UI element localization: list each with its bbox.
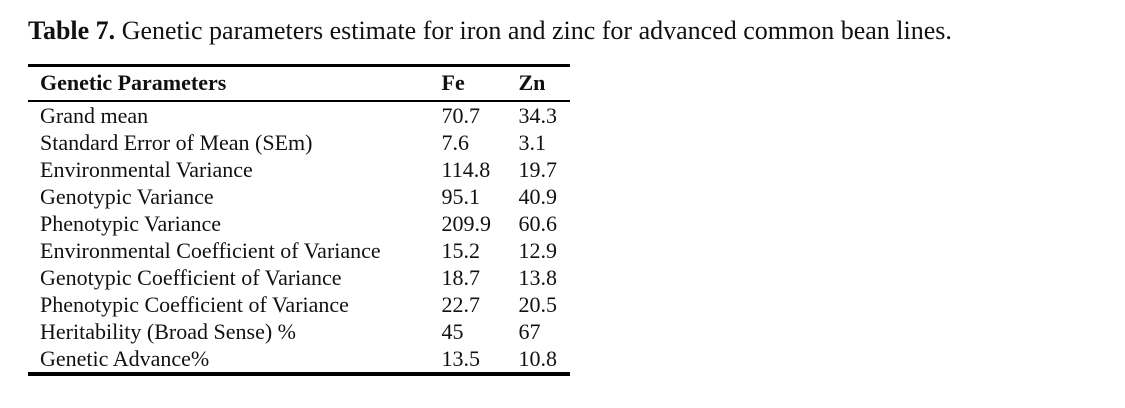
col-header-fe: Fe: [441, 70, 465, 95]
table-row: Phenotypic Coefficient of Variance 22.7 …: [28, 291, 570, 318]
cell-fe: 22.7: [441, 292, 481, 317]
table-header: Genetic Parameters Fe Zn: [28, 66, 570, 101]
table-caption: Table 7. Genetic parameters estimate for…: [28, 14, 1108, 48]
table-row: Genotypic Coefficient of Variance 18.7 1…: [28, 264, 570, 291]
table-body: Grand mean 70.7 34.3 Standard Error of M…: [28, 101, 570, 374]
table-row: Phenotypic Variance 209.9 60.6: [28, 210, 570, 237]
cell-fe: 114.8: [441, 157, 491, 182]
cell-zn: 3.1: [518, 130, 546, 155]
cell-parameter: Genetic Advance%: [40, 346, 210, 371]
genetic-parameters-table: Genetic Parameters Fe Zn Grand mean 70.7…: [28, 64, 570, 376]
cell-zn: 34.3: [518, 103, 557, 128]
cell-fe: 7.6: [441, 130, 470, 155]
cell-zn: 40.9: [518, 184, 557, 209]
cell-parameter: Heritability (Broad Sense) %: [40, 319, 296, 344]
col-header-parameter: Genetic Parameters: [40, 70, 227, 95]
cell-zn: 60.6: [518, 211, 557, 236]
header-row: Genetic Parameters Fe Zn: [28, 66, 570, 101]
cell-parameter: Phenotypic Variance: [40, 211, 222, 236]
cell-zn: 20.5: [518, 292, 557, 317]
cell-parameter: Standard Error of Mean (SEm): [40, 130, 313, 155]
cell-zn: 12.9: [518, 238, 557, 263]
cell-zn: 13.8: [518, 265, 557, 290]
cell-fe: 18.7: [441, 265, 481, 290]
table-caption-text: Genetic parameters estimate for iron and…: [121, 16, 952, 45]
table-row: Standard Error of Mean (SEm) 7.6 3.1: [28, 129, 570, 156]
table-row: Environmental Variance 114.8 19.7: [28, 156, 570, 183]
cell-fe: 15.2: [441, 238, 481, 263]
table-caption-label: Table 7.: [28, 16, 116, 45]
table-row: Heritability (Broad Sense) % 45 67: [28, 318, 570, 345]
cell-parameter: Phenotypic Coefficient of Variance: [40, 292, 349, 317]
cell-parameter: Environmental Coefficient of Variance: [40, 238, 381, 263]
table-row: Grand mean 70.7 34.3: [28, 101, 570, 129]
cell-parameter: Environmental Variance: [40, 157, 253, 182]
cell-fe: 45: [441, 319, 464, 344]
cell-zn: 19.7: [518, 157, 557, 182]
cell-parameter: Genotypic Coefficient of Variance: [40, 265, 342, 290]
cell-parameter: Grand mean: [40, 103, 149, 128]
cell-fe: 70.7: [441, 103, 481, 128]
cell-zn: 67: [518, 319, 541, 344]
cell-fe: 209.9: [441, 211, 492, 236]
table-row: Environmental Coefficient of Variance 15…: [28, 237, 570, 264]
cell-zn: 10.8: [518, 346, 557, 371]
cell-fe: 13.5: [441, 346, 481, 371]
table-row: Genotypic Variance 95.1 40.9: [28, 183, 570, 210]
cell-fe: 95.1: [441, 184, 481, 209]
col-header-zn: Zn: [518, 70, 546, 95]
table-row: Genetic Advance% 13.5 10.8: [28, 345, 570, 374]
cell-parameter: Genotypic Variance: [40, 184, 214, 209]
